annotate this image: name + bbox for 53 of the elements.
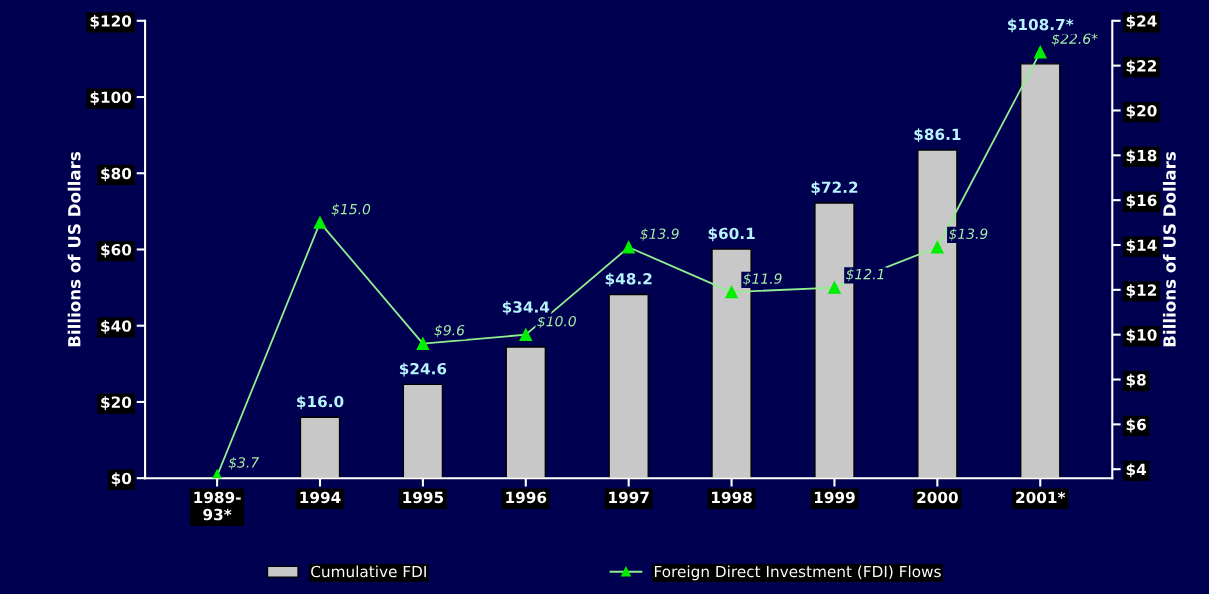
x-tick-label: 2000 <box>917 491 958 504</box>
y-tick-label: $120 <box>90 14 132 29</box>
data-label: $72.2 <box>811 181 858 196</box>
x-tick-label: 1997 <box>609 491 649 504</box>
x-tick-label: 1994 <box>300 491 341 504</box>
y2-tick-label: $24 <box>1126 14 1157 29</box>
legend-label: Cumulative FDI <box>311 565 426 578</box>
y-tick-label: $80 <box>101 167 132 182</box>
data-label: $10.0 <box>537 315 576 329</box>
x-tick-label: 1989-93* <box>194 491 241 521</box>
data-label: $34.4 <box>502 300 550 315</box>
legend-label: Foreign Direct Investment (FDI) Flows <box>654 565 941 581</box>
data-label: $60.1 <box>708 227 755 242</box>
data-label: $13.9 <box>640 228 679 241</box>
data-label: $108.7* <box>1007 18 1074 33</box>
data-label: $24.6 <box>399 362 447 377</box>
data-label: $16.0 <box>297 395 344 410</box>
x-tick-label: 1998 <box>712 491 752 504</box>
data-label: $9.6 <box>434 324 465 338</box>
bar <box>299 416 341 479</box>
data-label: $13.9 <box>948 228 988 241</box>
data-label: $48.2 <box>605 272 652 287</box>
x-tick-label: 1999 <box>814 491 855 504</box>
y2-tick-label: $18 <box>1126 149 1157 164</box>
data-label: $12.1 <box>846 268 884 282</box>
y2-tick-label: $4 <box>1126 463 1147 478</box>
y2-tick-label: $20 <box>1126 104 1157 119</box>
y-tick-label: $100 <box>90 91 132 106</box>
y2-tick-label: $16 <box>1126 194 1157 209</box>
y-tick-label: $40 <box>101 319 132 334</box>
y-tick-label: $0 <box>111 472 132 487</box>
y2-tick-label: $6 <box>1126 418 1146 433</box>
bar <box>608 293 649 479</box>
bar <box>1020 63 1061 479</box>
x-tick-label: 1996 <box>506 491 547 504</box>
y2-axis-title: Billions of US Dollars <box>1162 152 1176 347</box>
data-label: $86.1 <box>914 128 961 143</box>
bar <box>402 383 444 479</box>
y-axis-title: Billions of US Dollars <box>67 152 81 347</box>
y2-tick-label: $14 <box>1126 239 1157 254</box>
y2-tick-label: $12 <box>1126 284 1157 298</box>
y2-tick-label: $10 <box>1126 328 1157 343</box>
x-tick-label: 2001* <box>1016 491 1066 504</box>
data-label: $15.0 <box>331 203 371 217</box>
data-label: $11.9 <box>743 273 782 286</box>
y-tick-label: $60 <box>101 243 132 258</box>
x-tick-label: 1995 <box>403 491 444 504</box>
data-label: $22.6* <box>1051 33 1098 46</box>
bar <box>505 346 547 479</box>
y2-tick-label: $8 <box>1126 373 1146 388</box>
data-label: $3.7 <box>228 456 260 470</box>
y-tick-label: $20 <box>101 396 132 410</box>
y2-tick-label: $22 <box>1126 59 1157 74</box>
